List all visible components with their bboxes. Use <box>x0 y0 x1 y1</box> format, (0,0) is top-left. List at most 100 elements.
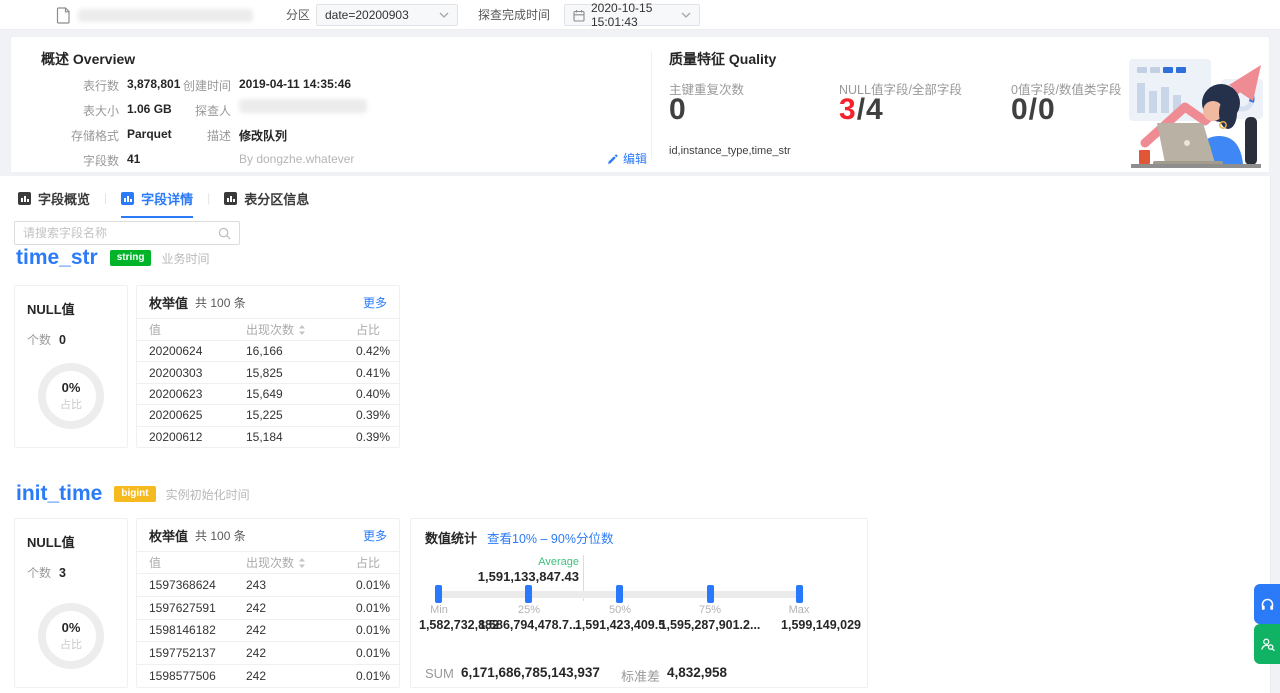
min-value: 1,582,732,882 <box>419 618 499 632</box>
support-button[interactable] <box>1254 584 1280 624</box>
min-label: Min <box>430 604 448 616</box>
zero-fields-label: 0值字段/数值类字段 <box>1011 83 1122 97</box>
null-fields-label: NULL值字段/全部字段 <box>839 83 962 97</box>
type-badge-string: string <box>109 250 152 266</box>
field-description: 业务时间 <box>161 251 210 266</box>
description-value: 修改队列 <box>239 129 288 143</box>
null-count: 个数 0 <box>27 333 66 347</box>
edit-button[interactable]: 编辑 <box>607 150 647 167</box>
average-label: Average <box>538 556 579 568</box>
overview-quality-card: 概述 Overview 表行数 3,878,801 表大小 1.06 GB 存储… <box>10 36 1270 173</box>
field-count-label: 字段数 <box>82 154 119 168</box>
enum-header: 枚举值 共 100 条 更多 <box>149 529 387 544</box>
partition-select[interactable]: date=20200903 <box>316 4 458 26</box>
quality-title: 质量特征 Quality <box>669 51 777 67</box>
stats-title: 数值统计 <box>425 531 478 546</box>
p50-label: 50% <box>608 604 632 616</box>
field-count-value: 41 <box>127 152 141 166</box>
percentile-link[interactable]: 查看10% – 90%分位数 <box>487 532 614 546</box>
search-icon[interactable] <box>218 227 231 240</box>
average-value: 1,591,133,847.43 <box>477 569 579 584</box>
create-time-value: 2019-04-11 14:35:46 <box>239 77 352 91</box>
sort-icon[interactable] <box>298 557 306 569</box>
null-fields-value: 3/4 <box>839 93 884 126</box>
topbar: 分区 date=20200903 探查完成时间 2020-10-15 15:01… <box>0 0 1280 30</box>
analytics-illustration <box>1129 59 1263 168</box>
field-description: 实例初始化时间 <box>165 487 250 502</box>
marker-p50[interactable] <box>616 585 623 603</box>
tab-partition-info[interactable]: 表分区信息 <box>224 189 309 216</box>
chevron-down-icon <box>439 12 449 18</box>
row-count-value: 3,878,801 <box>127 77 181 91</box>
enum-row: 1597752137 242 0.01% <box>137 641 399 664</box>
null-card-title: NULL值 <box>27 535 75 550</box>
marker-p75[interactable] <box>707 585 714 603</box>
tab-separator: | <box>104 191 108 205</box>
person-search-icon <box>1260 638 1275 651</box>
table-size-value: 1.06 GB <box>127 102 172 116</box>
pencil-icon <box>608 153 618 164</box>
tab-field-overview[interactable]: 字段概览 <box>18 189 90 216</box>
probe-time-label: 探查完成时间 <box>478 8 551 22</box>
tab-field-detail[interactable]: 字段详情 <box>121 189 194 218</box>
feedback-button[interactable] <box>1254 624 1280 664</box>
sum-label: SUM <box>425 666 454 681</box>
null-card-init-time: NULL值 个数 3 0% 占比 <box>14 518 128 688</box>
p50-value: 1,591,423,409.5 <box>574 618 666 632</box>
null-pct-label: 占比 <box>60 639 82 651</box>
field-search-input[interactable] <box>23 226 218 240</box>
null-ratio-donut: 0% 占比 <box>38 603 104 669</box>
probe-time-value: 2020-10-15 15:01:43 <box>591 1 653 29</box>
field-name: init_time <box>16 482 103 505</box>
zero-fields-value: 0/0 <box>1011 93 1056 126</box>
p25-value: 1,586,794,478.7... <box>478 618 580 632</box>
storage-format-value: Parquet <box>127 127 172 141</box>
enum-column-headers: 值 出现次数 占比 <box>137 318 399 340</box>
detail-tabs: 字段概览 | 字段详情 | 表分区信息 <box>18 189 309 218</box>
enum-row: 1597627591 242 0.01% <box>137 595 399 619</box>
enum-row: 1598146182 242 0.01% <box>137 618 399 642</box>
probe-time-select[interactable]: 2020-10-15 15:01:43 <box>564 1 700 29</box>
grid-icon <box>18 192 31 205</box>
field-name: time_str <box>16 246 98 269</box>
row-count-label: 表行数 <box>82 79 119 93</box>
field-search <box>14 221 240 245</box>
null-ratio-donut: 0% 占比 <box>38 363 104 429</box>
marker-p25[interactable] <box>525 585 532 603</box>
marker-max[interactable] <box>796 585 803 603</box>
field-title-time-str: time_str string 业务时间 <box>16 246 210 270</box>
partition-label: 分区 <box>286 8 311 22</box>
storage-format-label: 存储格式 <box>70 129 119 143</box>
sum-value: 6,171,686,785,143,937 <box>461 665 600 680</box>
enum-row: 20200624 16,166 0.42% <box>137 340 399 361</box>
headset-icon <box>1261 598 1273 610</box>
sort-icon[interactable] <box>298 324 306 336</box>
description-byline: By dongzhe.whatever <box>239 152 355 166</box>
prober-value-redacted <box>239 99 367 113</box>
enum-header: 枚举值 共 100 条 更多 <box>149 296 387 311</box>
calendar-icon <box>573 9 585 22</box>
enum-more-link[interactable]: 更多 <box>362 529 387 543</box>
enum-row: 20200625 15,225 0.39% <box>137 404 399 425</box>
type-badge-bigint: bigint <box>114 486 156 502</box>
table-size-label: 表大小 <box>82 104 119 118</box>
grid-icon <box>224 192 238 205</box>
null-count: 个数 3 <box>27 566 66 580</box>
average-marker-line <box>583 555 584 601</box>
tab-separator: | <box>207 191 211 205</box>
p25-label: 25% <box>517 604 541 616</box>
enum-card-time-str: 枚举值 共 100 条 更多 值 出现次数 占比 20200624 16,166 0… <box>136 285 400 448</box>
card-divider <box>651 51 652 159</box>
null-card-title: NULL值 <box>27 302 75 317</box>
max-value: 1,599,149,029 <box>781 618 861 632</box>
p75-label: 75% <box>698 604 722 616</box>
null-fields-list: id,instance_type,time_str <box>669 145 791 157</box>
enum-column-headers: 值 出现次数 占比 <box>137 551 399 573</box>
enum-more-link[interactable]: 更多 <box>362 296 387 310</box>
null-pct-label: 占比 <box>60 399 82 411</box>
pk-dup-label: 主键重复次数 <box>669 83 745 97</box>
enum-row: 20200612 15,184 0.39% <box>137 425 399 447</box>
marker-min[interactable] <box>435 585 442 603</box>
field-title-init-time: init_time bigint 实例初始化时间 <box>16 482 250 506</box>
